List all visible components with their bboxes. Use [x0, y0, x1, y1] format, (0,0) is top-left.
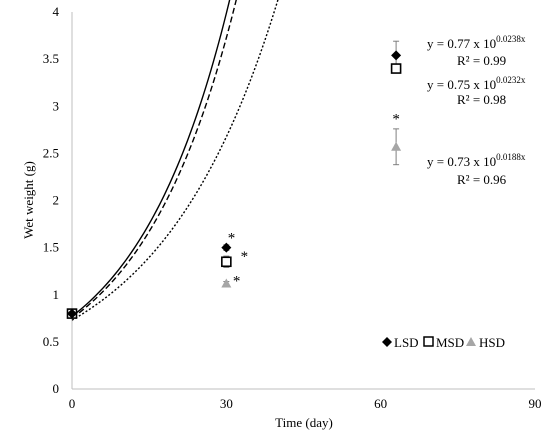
equation-lsd-r2: R² = 0.99 — [457, 53, 506, 68]
significance-asterisk: * — [241, 249, 249, 265]
equation-hsd-base: y = 0.73 x 10 — [427, 154, 496, 169]
y-tick-label: 2.5 — [43, 145, 59, 160]
trendline-msd — [71, 0, 237, 319]
x-tick-labels: 0 30 60 90 — [69, 396, 542, 411]
y-tick-label: 1.5 — [43, 240, 59, 255]
x-axis-title: Time (day) — [275, 415, 333, 430]
trendline-lsd — [71, 0, 231, 317]
equation-msd: y = 0.75 x 100.0232x R² = 0.98 — [427, 75, 526, 107]
equation-hsd-exponent: 0.0188x — [496, 152, 526, 162]
y-tick-label: 3.5 — [43, 51, 59, 66]
legend-item-hsd: HSD — [466, 335, 505, 350]
y-tick-label: 1 — [53, 287, 60, 302]
equation-msd-base: y = 0.75 x 10 — [427, 77, 496, 92]
legend-hsd-label: HSD — [479, 335, 505, 350]
y-axis-title: Wet weight (g) — [21, 161, 36, 239]
marker-hsd — [221, 278, 232, 288]
legend: LSD MSD HSD — [382, 335, 505, 350]
marker-lsd — [391, 50, 402, 61]
legend-msd-marker — [423, 336, 434, 347]
legend-item-msd: MSD — [423, 335, 464, 350]
y-tick-label: 0.5 — [43, 334, 59, 349]
legend-lsd-label: LSD — [394, 335, 419, 350]
legend-msd-label: MSD — [436, 335, 464, 350]
significance-asterisk: * — [233, 274, 241, 290]
marker-lsd — [67, 308, 77, 319]
marker-msd — [390, 63, 402, 74]
marker-lsd — [221, 242, 232, 253]
equation-hsd-r2: R² = 0.96 — [457, 172, 507, 187]
y-tick-labels: 0 0.5 1 1.5 2 2.5 3 3.5 4 — [43, 4, 60, 396]
legend-lsd-marker — [382, 337, 392, 347]
y-tick-label: 0 — [53, 381, 60, 396]
equation-lsd-text: y = 0.77 x 100.0238x — [427, 34, 526, 51]
x-tick-label: 60 — [374, 396, 387, 411]
equation-hsd-text: y = 0.73 x 100.0188x — [427, 152, 526, 169]
equation-lsd-base: y = 0.77 x 10 — [427, 36, 496, 51]
legend-hsd-marker — [466, 337, 476, 346]
significance-asterisk: * — [392, 112, 400, 128]
equation-lsd: y = 0.77 x 100.0238x R² = 0.99 — [427, 34, 526, 68]
x-tick-label: 0 — [69, 396, 76, 411]
y-tick-label: 4 — [53, 4, 60, 19]
x-tick-label: 30 — [220, 396, 233, 411]
marker-msd — [221, 256, 232, 268]
significance-asterisk: * — [228, 230, 236, 246]
equation-lsd-exponent: 0.0238x — [496, 34, 526, 44]
equation-msd-r2: R² = 0.98 — [457, 92, 506, 107]
x-tick-label: 90 — [529, 396, 542, 411]
equation-msd-exponent: 0.0232x — [496, 75, 526, 85]
equation-hsd: y = 0.73 x 100.0188x R² = 0.96 — [427, 152, 526, 187]
marker-hsd — [391, 141, 402, 151]
equation-msd-text: y = 0.75 x 100.0232x — [427, 75, 526, 92]
y-tick-label: 3 — [53, 98, 60, 113]
y-tick-label: 2 — [53, 193, 60, 208]
legend-item-lsd: LSD — [382, 335, 419, 350]
data-markers — [66, 50, 402, 319]
significance-annotations: **** — [228, 112, 400, 290]
trendlines — [71, 0, 279, 321]
